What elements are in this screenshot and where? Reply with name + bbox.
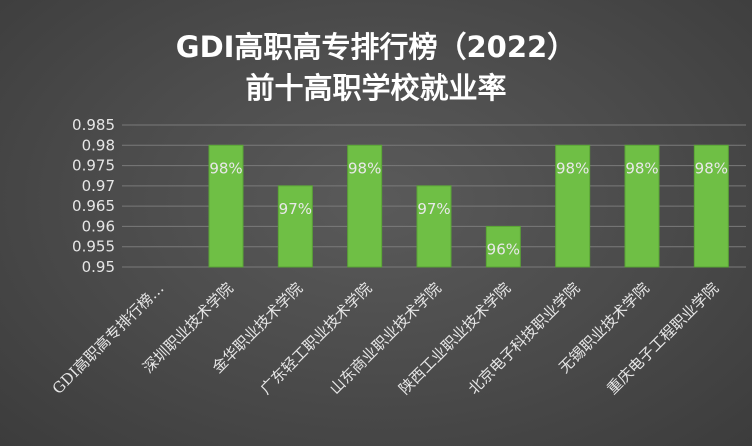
bar <box>208 144 244 268</box>
y-axis-ticks: 0.95 0.955 0.96 0.965 0.97 0.975 0.98 0.985 <box>72 116 115 276</box>
y-tick-label: 0.965 <box>72 197 115 215</box>
bar <box>347 144 383 268</box>
y-tick-label: 0.955 <box>72 238 115 256</box>
chart-title-line-1: GDI高职高专排行榜（2022） <box>176 30 576 64</box>
data-labels: 98% 97% 98% 97% 96% 98% 98% 98% <box>209 159 728 258</box>
y-tick-label: 0.95 <box>82 258 115 276</box>
data-label: 98% <box>625 159 658 177</box>
y-tick-label: 0.96 <box>82 217 115 235</box>
bar <box>555 144 591 268</box>
data-label: 96% <box>487 240 520 258</box>
y-tick-label: 0.985 <box>72 116 115 134</box>
data-label: 98% <box>695 159 728 177</box>
data-label: 98% <box>348 159 381 177</box>
chart-title-line-2: 前十高职学校就业率 <box>245 71 506 105</box>
y-tick-label: 0.97 <box>82 177 115 195</box>
bar <box>693 144 729 268</box>
data-label: 97% <box>279 200 312 218</box>
data-label: 98% <box>209 159 242 177</box>
bar <box>416 185 452 268</box>
bar <box>277 185 313 268</box>
bar <box>485 225 521 268</box>
data-label: 98% <box>556 159 589 177</box>
bar <box>624 144 660 268</box>
data-label: 97% <box>417 200 450 218</box>
y-tick-label: 0.98 <box>82 136 115 154</box>
bars <box>208 144 729 268</box>
x-axis-ticks: GDI高职高专排行榜…深圳职业技术学院金华职业技术学院广东轻工职业技术学院山东商… <box>49 279 722 398</box>
y-tick-label: 0.975 <box>72 157 115 175</box>
x-tick-label: GDI高职高专排行榜… <box>49 279 168 398</box>
